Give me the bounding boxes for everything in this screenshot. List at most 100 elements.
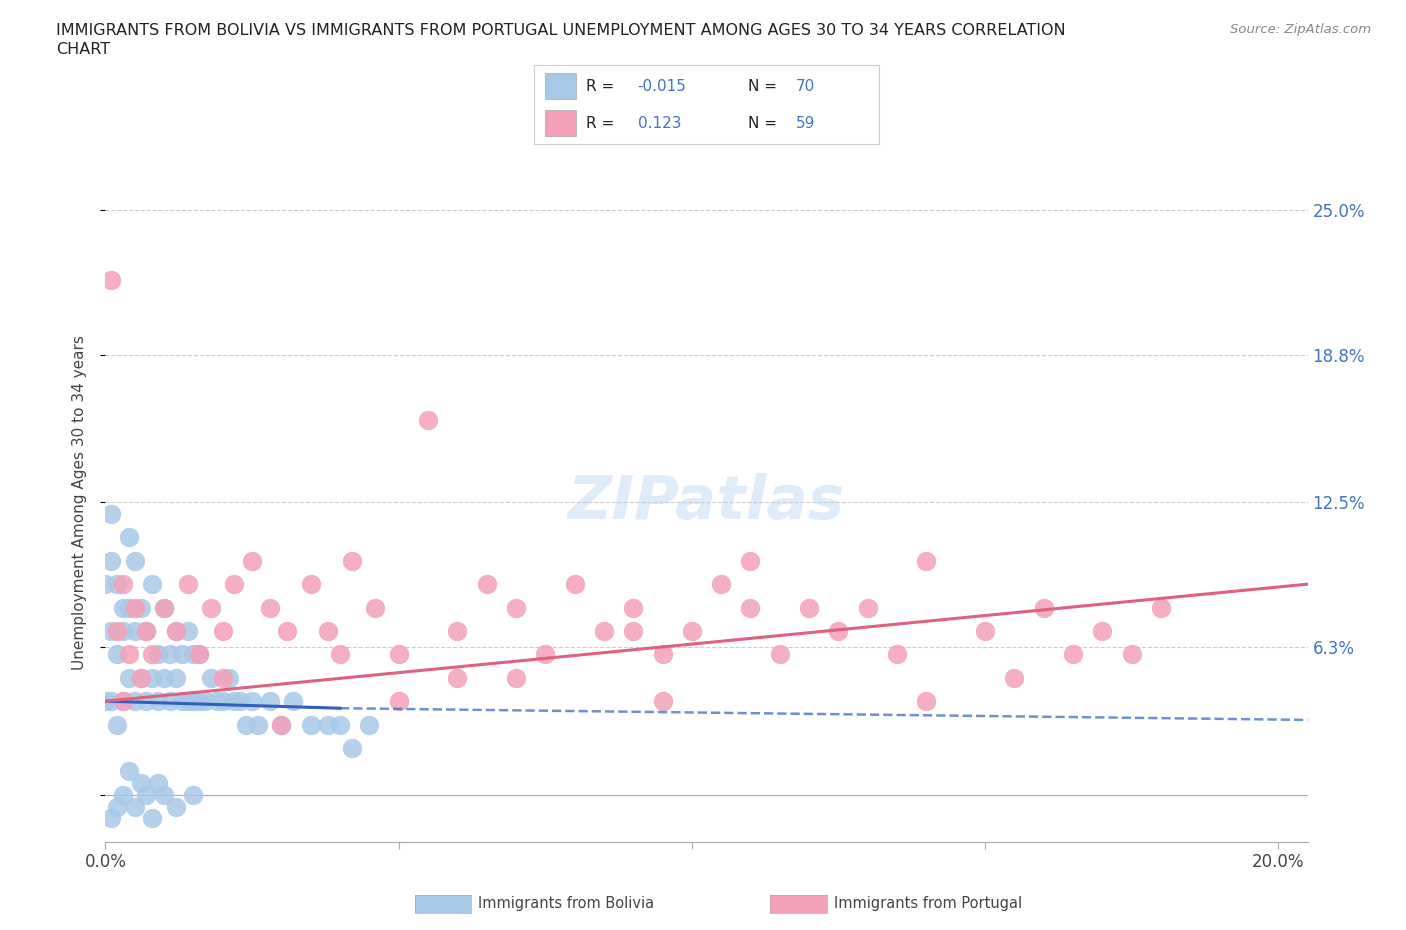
Point — [827, 623, 849, 638]
Point — [194, 694, 217, 709]
Point — [1150, 600, 1173, 615]
Point — [593, 623, 616, 638]
Point — [129, 776, 152, 790]
Point — [118, 600, 141, 615]
Point — [651, 694, 673, 709]
Point — [229, 694, 252, 709]
Point — [681, 623, 703, 638]
Point — [329, 717, 352, 732]
Text: Immigrants from Bolivia: Immigrants from Bolivia — [478, 897, 654, 911]
Point — [112, 600, 135, 615]
Point — [299, 717, 322, 732]
Point — [105, 799, 128, 814]
Point — [176, 623, 198, 638]
Text: R =: R = — [586, 115, 614, 131]
Point — [100, 272, 122, 287]
Point — [105, 647, 128, 662]
Point — [170, 694, 193, 709]
Text: ZIPatlas: ZIPatlas — [568, 472, 845, 532]
Point — [240, 694, 263, 709]
Point — [165, 623, 187, 638]
Point — [153, 671, 176, 685]
Point — [505, 600, 527, 615]
Point — [769, 647, 792, 662]
Point — [183, 694, 205, 709]
Y-axis label: Unemployment Among Ages 30 to 34 years: Unemployment Among Ages 30 to 34 years — [72, 335, 87, 670]
Point — [148, 694, 170, 709]
Point — [259, 600, 281, 615]
Point — [235, 717, 257, 732]
Point — [112, 623, 135, 638]
Point — [316, 717, 339, 732]
Point — [740, 600, 762, 615]
Point — [1121, 647, 1143, 662]
Point — [165, 799, 187, 814]
Point — [105, 623, 128, 638]
Point — [915, 694, 938, 709]
Point — [112, 694, 135, 709]
Point — [135, 623, 157, 638]
Point — [183, 647, 205, 662]
Text: 70: 70 — [796, 78, 815, 94]
Point — [118, 764, 141, 778]
Point — [200, 600, 222, 615]
Point — [153, 600, 176, 615]
Point — [153, 600, 176, 615]
Point — [329, 647, 352, 662]
Point — [388, 694, 411, 709]
Point — [188, 647, 211, 662]
Point — [915, 553, 938, 568]
Point — [797, 600, 820, 615]
Point — [124, 623, 146, 638]
Point — [135, 623, 157, 638]
Point — [112, 577, 135, 591]
Point — [224, 577, 246, 591]
Bar — [544, 110, 575, 137]
Text: IMMIGRANTS FROM BOLIVIA VS IMMIGRANTS FROM PORTUGAL UNEMPLOYMENT AMONG AGES 30 T: IMMIGRANTS FROM BOLIVIA VS IMMIGRANTS FR… — [56, 23, 1066, 38]
Point — [651, 647, 673, 662]
Point — [141, 671, 163, 685]
Point — [340, 553, 363, 568]
Point — [141, 577, 163, 591]
Text: CHART: CHART — [56, 42, 110, 57]
Point — [621, 600, 644, 615]
Point — [270, 717, 292, 732]
Point — [316, 623, 339, 638]
Text: R =: R = — [586, 78, 614, 94]
Point — [94, 577, 117, 591]
Point — [281, 694, 304, 709]
Point — [200, 671, 222, 685]
Point — [159, 694, 181, 709]
Point — [94, 694, 117, 709]
Point — [118, 671, 141, 685]
Point — [1091, 623, 1114, 638]
Point — [246, 717, 269, 732]
Point — [118, 530, 141, 545]
Point — [505, 671, 527, 685]
Text: N =: N = — [748, 78, 778, 94]
Point — [183, 788, 205, 803]
Bar — [544, 73, 575, 100]
Point — [112, 694, 135, 709]
Point — [340, 740, 363, 755]
Point — [621, 623, 644, 638]
Point — [856, 600, 879, 615]
Point — [124, 799, 146, 814]
Point — [475, 577, 498, 591]
Point — [105, 577, 128, 591]
Point — [388, 647, 411, 662]
Point — [165, 671, 187, 685]
Point — [1032, 600, 1054, 615]
Point — [240, 553, 263, 568]
Point — [188, 694, 211, 709]
Point — [211, 671, 233, 685]
Point — [188, 647, 211, 662]
Point — [135, 694, 157, 709]
Point — [218, 671, 240, 685]
Point — [165, 623, 187, 638]
Point — [211, 623, 233, 638]
Point — [299, 577, 322, 591]
Point — [100, 553, 122, 568]
Point — [129, 600, 152, 615]
Point — [740, 553, 762, 568]
